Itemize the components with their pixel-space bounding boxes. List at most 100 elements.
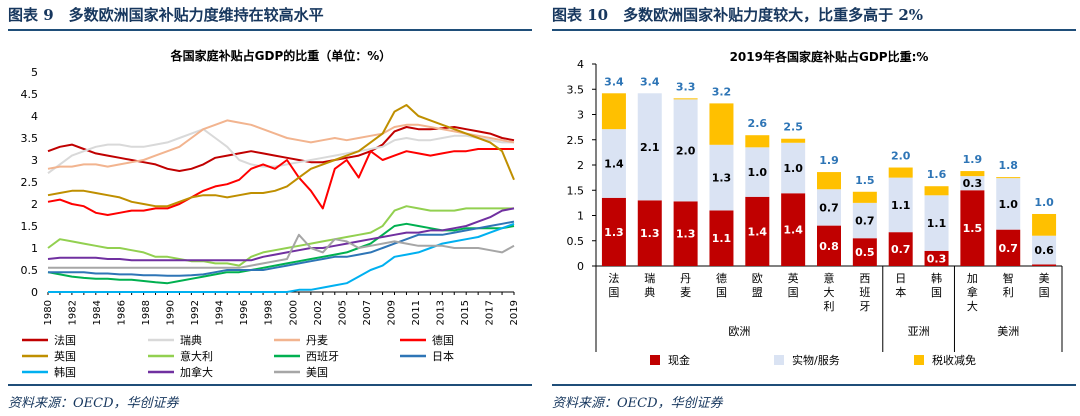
bar-total-label: 3.2 xyxy=(712,85,732,98)
legend-label: 德国 xyxy=(432,333,454,347)
bar-segment xyxy=(996,177,1021,179)
bar-segment xyxy=(781,142,806,194)
bar-value-label: 2.1 xyxy=(640,141,660,154)
bar-segment xyxy=(781,138,806,143)
legend-label: 意大利 xyxy=(180,349,213,363)
bar-value-label: 0.7 xyxy=(819,201,839,214)
bar-value-label: 0.3 xyxy=(927,252,947,265)
category-label-char: 瑞 xyxy=(644,271,655,285)
x-tick-label: 2007 xyxy=(362,300,373,325)
group-label: 美洲 xyxy=(997,325,1019,338)
category-label-char: 本 xyxy=(895,285,906,299)
bar-segment xyxy=(924,186,949,196)
y-tick-label: 4.5 xyxy=(21,88,39,101)
bar-segment xyxy=(960,176,985,191)
y-tick-label: 0.5 xyxy=(567,235,585,248)
bar-segment xyxy=(601,197,626,266)
y-tick-label: 4 xyxy=(31,110,38,123)
y-tick-label: 1.5 xyxy=(21,220,39,233)
series-line xyxy=(47,119,515,170)
x-tick-label: 1984 xyxy=(92,300,103,325)
y-tick-label: 0 xyxy=(31,286,38,299)
bar-segment xyxy=(996,229,1021,266)
bar-segment xyxy=(709,144,734,211)
y-tick-label: 0.5 xyxy=(21,264,39,277)
bar-segment xyxy=(745,147,770,197)
category-label-char: 班 xyxy=(859,286,870,299)
bar-total-label: 2.5 xyxy=(783,121,803,134)
x-tick-label: 2005 xyxy=(337,300,348,325)
y-tick-label: 3.5 xyxy=(21,132,39,145)
category-label-char: 大 xyxy=(824,285,835,299)
bar-total-label: 1.5 xyxy=(855,174,875,187)
legend-label: 西班牙 xyxy=(306,350,339,363)
y-tick-label: 4 xyxy=(577,58,584,71)
bar-total-label: 1.6 xyxy=(927,168,947,181)
category-label-char: 加 xyxy=(967,272,978,285)
series-line xyxy=(48,233,515,269)
series-line xyxy=(48,220,515,277)
bar-value-label: 0.7 xyxy=(891,243,911,256)
category-label-char: 德 xyxy=(716,271,727,285)
chart-title: 各国家庭补贴占GDP的比重（单位：%） xyxy=(170,48,392,63)
bar-segment xyxy=(1032,235,1057,265)
bar-total-label: 1.9 xyxy=(963,153,983,166)
left-figure-title: 图表 9 多数欧洲国家补贴力度维持在较高水平 xyxy=(8,6,324,24)
y-tick-label: 2 xyxy=(31,198,38,211)
bar-total-label: 1.9 xyxy=(819,154,839,167)
right-top-rule xyxy=(552,29,1076,31)
bar-segment xyxy=(673,99,698,202)
bar-segment xyxy=(745,135,770,148)
bar-segment xyxy=(637,93,662,201)
left-top-rule xyxy=(8,29,532,31)
x-tick-label: 2009 xyxy=(386,300,397,325)
legend-label: 英国 xyxy=(54,349,76,363)
x-tick-label: 1982 xyxy=(68,300,79,325)
bar-total-label: 1.8 xyxy=(998,159,1018,172)
bar-value-label: 1.0 xyxy=(783,162,803,175)
legend-label: 美国 xyxy=(306,366,328,379)
x-tick-label: 2019 xyxy=(509,300,520,325)
bar-value-label: 0.7 xyxy=(855,215,875,228)
legend-swatch xyxy=(774,355,784,365)
bar-segment xyxy=(1032,213,1057,236)
series-line xyxy=(47,104,515,208)
legend-label: 丹麦 xyxy=(306,334,328,347)
bar-segment xyxy=(601,93,626,130)
series-line xyxy=(47,205,514,267)
chart-title: 2019年各国家庭补贴占GDP比重:% xyxy=(730,49,929,64)
y-tick-label: 2.5 xyxy=(567,134,585,147)
bar-segment xyxy=(673,201,698,266)
bar-segment xyxy=(817,172,841,190)
bar-value-label: 1.5 xyxy=(963,222,983,235)
category-label-char: 牙 xyxy=(859,300,870,313)
x-tick-label: 1992 xyxy=(190,300,201,325)
series-line xyxy=(47,148,514,216)
legend-label: 加拿大 xyxy=(180,365,213,379)
bar-value-label: 1.0 xyxy=(748,166,768,179)
bar-value-label: 1.4 xyxy=(604,157,624,170)
bar-segment xyxy=(673,98,698,100)
y-tick-label: 0 xyxy=(577,260,584,273)
bar-segment xyxy=(601,129,626,198)
legend-swatch xyxy=(650,355,660,365)
bar-segment xyxy=(852,191,877,203)
bar-segment xyxy=(924,195,949,251)
y-tick-label: 2 xyxy=(577,159,584,172)
bar-value-label: 1.1 xyxy=(712,232,732,245)
bar-segment xyxy=(852,238,877,266)
y-tick-label: 1 xyxy=(31,242,38,255)
bar-segment xyxy=(817,225,841,266)
category-label-char: 利 xyxy=(824,300,835,313)
bar-segment xyxy=(888,232,913,266)
legend-label: 日本 xyxy=(432,349,454,363)
bar-segment xyxy=(1032,264,1057,266)
bar-total-label: 2.0 xyxy=(891,150,911,163)
legend-label: 税收减免 xyxy=(932,353,976,367)
bar-value-label: 1.4 xyxy=(783,224,803,237)
bar-segment xyxy=(817,189,841,226)
series-line xyxy=(47,207,515,262)
x-tick-label: 1986 xyxy=(117,300,128,325)
x-tick-label: 2015 xyxy=(460,300,471,325)
category-label-char: 拿 xyxy=(967,285,978,299)
